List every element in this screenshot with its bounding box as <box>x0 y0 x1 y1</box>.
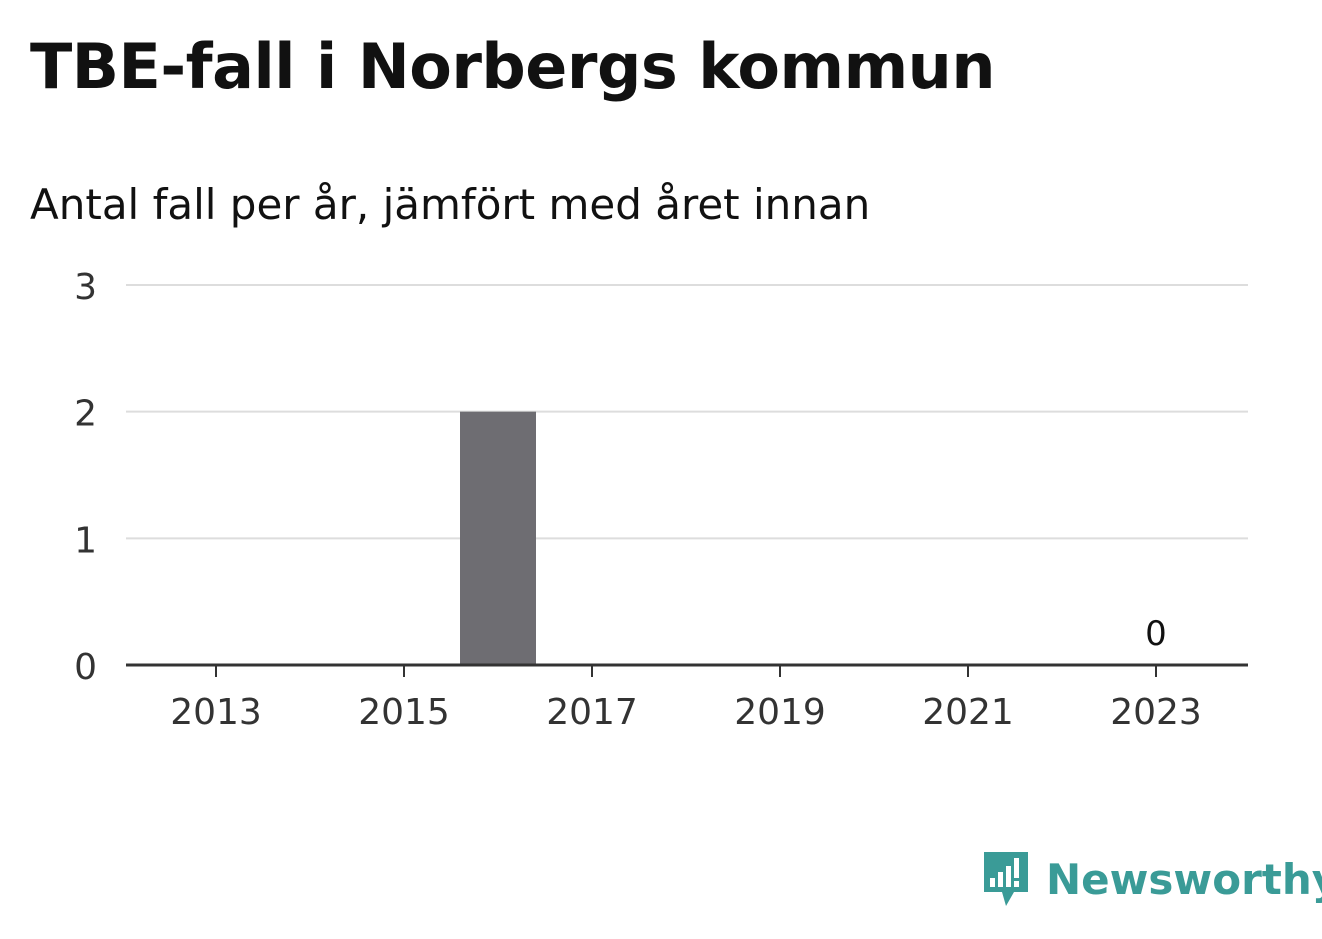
x-tick-label: 2013 <box>170 692 262 733</box>
newsworthy-brand: Newsworthy <box>980 848 1322 910</box>
chart-subtitle: Antal fall per år, jämfört med året inna… <box>30 180 871 229</box>
x-tick-label: 2019 <box>734 692 826 733</box>
x-tick-label: 2017 <box>546 692 638 733</box>
bar <box>460 411 536 665</box>
bar-chart: 0 1 2 3 2013 2015 2017 2019 2021 2023 0 <box>74 267 1248 733</box>
y-tick-label: 3 <box>74 267 97 308</box>
chart-title: TBE-fall i Norbergs kommun <box>30 30 995 103</box>
y-tick-label: 2 <box>74 394 97 435</box>
data-label: 0 <box>1145 614 1167 654</box>
x-tick-label: 2015 <box>358 692 450 733</box>
x-tick-label: 2023 <box>1110 692 1202 733</box>
y-tick-label: 1 <box>74 520 97 561</box>
brand-name: Newsworthy <box>1046 854 1322 904</box>
x-tick-label: 2021 <box>922 692 1014 733</box>
y-tick-label: 0 <box>74 647 97 688</box>
newsworthy-logo-icon <box>984 852 1028 906</box>
